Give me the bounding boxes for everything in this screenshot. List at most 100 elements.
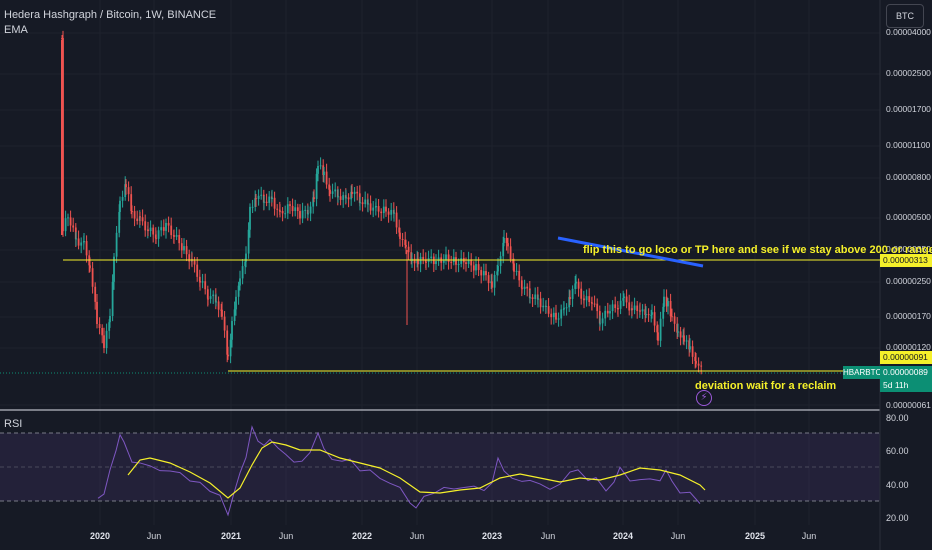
- time-axis-label: 2022: [351, 531, 373, 541]
- candle-body: [398, 227, 401, 233]
- candle-body: [165, 222, 167, 231]
- lower-level-tag: 0.00000091: [880, 351, 932, 364]
- candle-body: [467, 259, 470, 264]
- candle-body: [577, 281, 580, 289]
- candle-body: [557, 318, 560, 320]
- candle-body: [119, 200, 121, 212]
- candle-body: [604, 310, 607, 319]
- candle-body: [382, 206, 385, 214]
- candle-body: [257, 195, 260, 199]
- rsi-label[interactable]: RSI: [4, 418, 23, 430]
- candle-body: [356, 191, 359, 194]
- candle-body: [281, 211, 284, 214]
- candle-body: [301, 210, 304, 219]
- lower-annotation[interactable]: deviation wait for a reclaim: [695, 380, 837, 392]
- candle-body: [565, 307, 568, 309]
- candle-body: [244, 261, 247, 267]
- candle-body: [227, 354, 229, 357]
- candle-body: [676, 323, 679, 333]
- time-axis-label: Jun: [670, 531, 686, 541]
- candle-body: [118, 211, 121, 233]
- upper-annotation[interactable]: flip this to go loco or TP here and see …: [583, 244, 932, 256]
- candle-body: [323, 171, 325, 175]
- candle-body: [353, 191, 356, 194]
- candle-body: [61, 38, 63, 40]
- candle-body: [334, 189, 337, 192]
- candle-body: [339, 196, 342, 200]
- candle-body: [545, 306, 547, 308]
- candle-body: [351, 191, 353, 194]
- candle-body: [583, 298, 585, 301]
- candle-body: [683, 335, 685, 342]
- candle-body: [503, 238, 505, 243]
- symbol-tag: HBARBTC: [843, 366, 882, 379]
- candle-body: [487, 275, 490, 284]
- candle-body: [235, 296, 237, 310]
- candle-body: [641, 309, 644, 312]
- candle-body: [393, 212, 395, 214]
- candle-body: [247, 229, 250, 254]
- candle-body: [460, 258, 463, 264]
- chart-title[interactable]: Hedera Hashgraph / Bitcoin, 1W, BINANCE: [4, 9, 217, 21]
- price-axis-label: 0.00001100: [886, 140, 931, 150]
- candle-body: [644, 309, 647, 316]
- candle-body: [518, 270, 521, 281]
- candle-body: [72, 225, 75, 228]
- time-axis-label: Jun: [146, 531, 162, 541]
- chart-grid: [0, 0, 880, 525]
- candle-body: [299, 211, 301, 219]
- candle-body: [659, 318, 662, 341]
- candle-body: [167, 222, 170, 226]
- candle-body: [611, 304, 614, 312]
- candle-body: [188, 254, 191, 262]
- price-axis-label: 0.00002500: [886, 68, 931, 78]
- candle-body: [245, 253, 247, 262]
- candle-body: [515, 270, 518, 272]
- candle-body: [372, 207, 375, 211]
- candle-body: [313, 197, 315, 199]
- candle-body: [201, 281, 204, 283]
- candle-body: [526, 286, 529, 289]
- currency-button[interactable]: BTC: [886, 4, 924, 28]
- candle-body: [263, 201, 265, 203]
- candle-body: [450, 261, 453, 263]
- candle-body: [529, 297, 531, 299]
- candle-body: [98, 323, 101, 329]
- candle-body: [390, 209, 393, 215]
- candle-body: [617, 308, 619, 310]
- candle-body: [229, 339, 232, 357]
- price-axis-label: 0.00000350: [886, 244, 931, 254]
- lightning-icon[interactable]: ⚡: [696, 390, 712, 406]
- candle-body: [131, 211, 133, 213]
- candle-body: [513, 263, 515, 272]
- candle-body: [101, 328, 104, 336]
- candle-body: [493, 274, 496, 288]
- candle-body: [639, 310, 641, 312]
- candle-body: [69, 217, 72, 226]
- candle-body: [622, 298, 625, 301]
- candle-body: [585, 296, 588, 301]
- candle-body: [237, 285, 240, 297]
- candle-body: [359, 202, 361, 204]
- candle-body: [233, 309, 236, 322]
- candle-body: [77, 238, 80, 246]
- candle-body: [265, 201, 268, 203]
- candle-body: [231, 321, 233, 340]
- indicator-label[interactable]: EMA: [4, 24, 28, 36]
- candle-body: [178, 234, 181, 244]
- candle-body: [170, 225, 173, 236]
- candle-body: [322, 165, 325, 175]
- candle-body: [325, 171, 328, 185]
- price-axis-label: 0.00000800: [886, 172, 931, 182]
- candle-body: [199, 280, 201, 283]
- candle-body: [328, 184, 331, 190]
- candle-body: [671, 316, 673, 318]
- candle-body: [497, 266, 499, 272]
- candle-body: [173, 235, 175, 237]
- candle-body: [645, 314, 647, 316]
- candle-body: [419, 256, 422, 265]
- candle-body: [345, 197, 347, 199]
- candle-body: [657, 332, 659, 341]
- candle-body: [331, 191, 334, 194]
